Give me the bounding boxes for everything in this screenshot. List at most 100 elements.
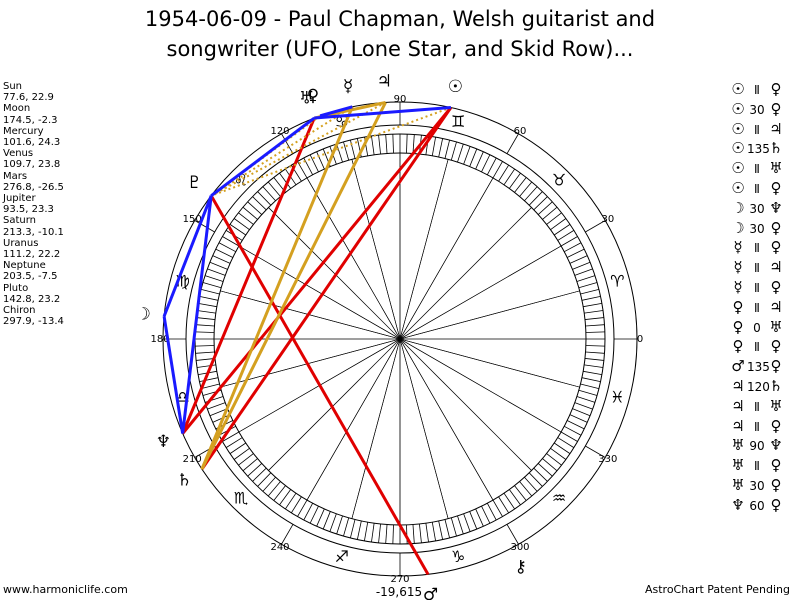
aspect-line [162,195,213,317]
degree-tick [542,458,558,472]
aspect-symbol: Ⅱ [754,419,760,434]
degree-tick [196,317,216,320]
planet-coords-saturn: 213.3, -10.1 [3,226,64,238]
degree-tick [537,463,553,477]
degree-tick [492,499,503,517]
planet-name-chiron: Chiron [3,305,36,317]
aspect-symbol: Ⅱ [754,83,760,97]
aspect-symbol: 30 [749,221,765,236]
planet-positions-list: Sun 77.6, 22.9 Moon 174.5, -2.3 Mercury 101.6… [3,81,64,327]
planet-glyph-sun: ☉ [448,77,463,97]
aspect-symbol: 90 [749,439,765,454]
planet-name-jupiter: Jupiter [3,193,36,205]
degree-tick [475,508,484,527]
degree-tick [425,523,429,543]
degree-tick [475,151,484,170]
degree-tick [392,134,394,154]
aspect-planet-2: ♅ [769,159,783,178]
degree-tick [463,513,471,532]
degree-tick [533,196,548,211]
degree-tick [378,135,381,155]
aspect-planet-1: ☉ [731,99,745,118]
aspect-symbol: Ⅱ [754,399,760,414]
aspect-planet-1: ☉ [731,178,745,197]
degree-tick [199,295,219,301]
degree-tick [229,224,247,236]
aspect-row: ☉ Ⅱ ♀ [729,80,799,100]
degree-tick [444,519,450,539]
aspect-row: ♃ 120♄ [729,377,799,397]
aspect-row: ♅ Ⅱ ♀ [729,456,799,476]
degree-label: 270 [390,574,409,585]
aspect-planet-1: ♃ [731,416,745,435]
degree-tick [528,472,543,487]
degree-tick [336,515,343,535]
degree-tick [233,448,250,460]
degree-tick [285,492,297,510]
degree-tick [519,481,533,497]
degree-tick [528,191,543,206]
degree-tick [585,345,605,347]
sign-boundary [281,524,294,545]
planet-glyph-venus: ♀ [307,86,319,106]
degree-tick [199,377,219,383]
degree-tick [297,499,308,517]
aspect-planet-1: ♀ [732,297,744,316]
sign-boundary [281,133,294,154]
degree-tick [385,524,388,544]
chart-title: 1954-06-09 - Paul Chapman, Welsh guitari… [0,4,800,64]
aspect-row: ☽ 30 ♀ [729,219,799,239]
degree-tick [350,519,356,539]
degree-tick [564,242,582,253]
degree-tick [524,476,538,492]
degree-tick [196,364,216,368]
zodiac-sign-glyph: ♑ [451,547,465,566]
planet-glyph-pluto: ♇ [187,173,202,193]
degree-tick [584,358,604,361]
degree-tick [222,236,240,247]
aspect-row: ♂ 135♀ [729,357,799,377]
degree-tick [581,295,601,301]
planet-coords-chiron: 297.9, -13.4 [3,316,64,328]
degree-tick [557,437,575,448]
aspect-line [210,116,316,197]
degree-tick [581,377,601,383]
aspect-line [162,316,185,434]
degree-tick [200,383,220,389]
planet-coords-jupiter: 93.5, 23.3 [3,204,54,216]
degree-tick [569,414,588,423]
degree-tick [262,186,276,202]
degree-tick [546,212,562,225]
degree-tick [242,458,258,472]
degree-tick [412,524,415,544]
planet-coords-neptune: 203.5, -7.5 [3,271,58,283]
degree-tick [486,503,497,521]
degree-tick [509,172,521,189]
degree-tick [560,236,578,247]
degree-tick [580,289,600,295]
degree-tick [242,206,258,220]
planet-name-moon: Moon [3,103,31,115]
degree-tick [238,453,254,466]
degree-tick [267,481,281,497]
degree-tick [514,177,527,193]
planet-name-mercury: Mercury [3,125,44,137]
degree-tick [262,476,276,492]
aspect-row: ☉ Ⅱ ♃ [729,120,799,140]
aspect-symbol: 30 [749,201,765,216]
aspect-planet-2: ♀ [770,277,782,296]
planet-glyph-chiron: ⚷ [514,557,526,577]
planet-coords-venus: 109.7, 23.8 [3,159,61,171]
degree-tick [291,496,302,514]
degree-tick [209,408,228,417]
degree-tick [438,520,444,540]
zodiac-sign-glyph: ♏ [234,489,248,508]
aspect-row: ♃ Ⅱ ♅ [729,397,799,417]
degree-tick [316,508,325,527]
degree-tick [492,161,503,179]
aspect-line [314,106,452,120]
degree-tick [576,275,596,282]
degree-label: 300 [510,542,529,553]
aspect-planet-2: ♀ [770,99,782,118]
